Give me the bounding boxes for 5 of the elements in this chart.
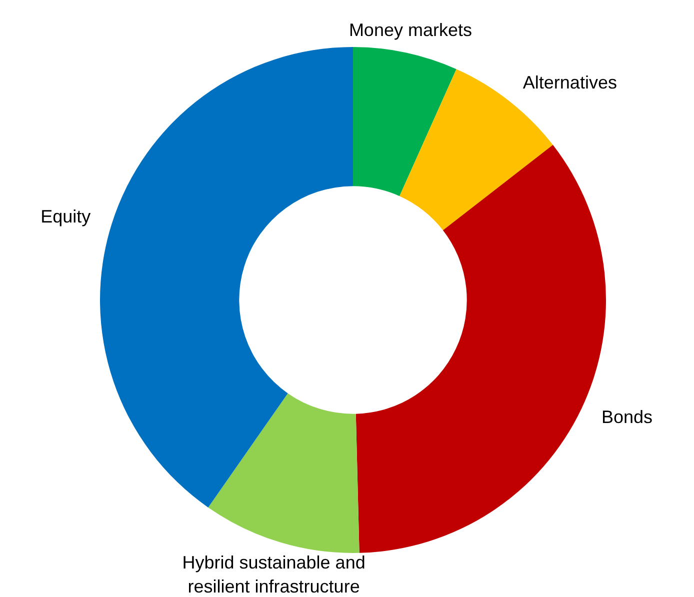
slice-label: Bonds [601,406,653,427]
slice-label: Alternatives [522,72,617,93]
slice-label: Hybrid sustainable and resilient infrastructure [182,552,366,596]
slice-label: Equity [40,206,91,226]
slice-label: Money markets [348,20,472,40]
